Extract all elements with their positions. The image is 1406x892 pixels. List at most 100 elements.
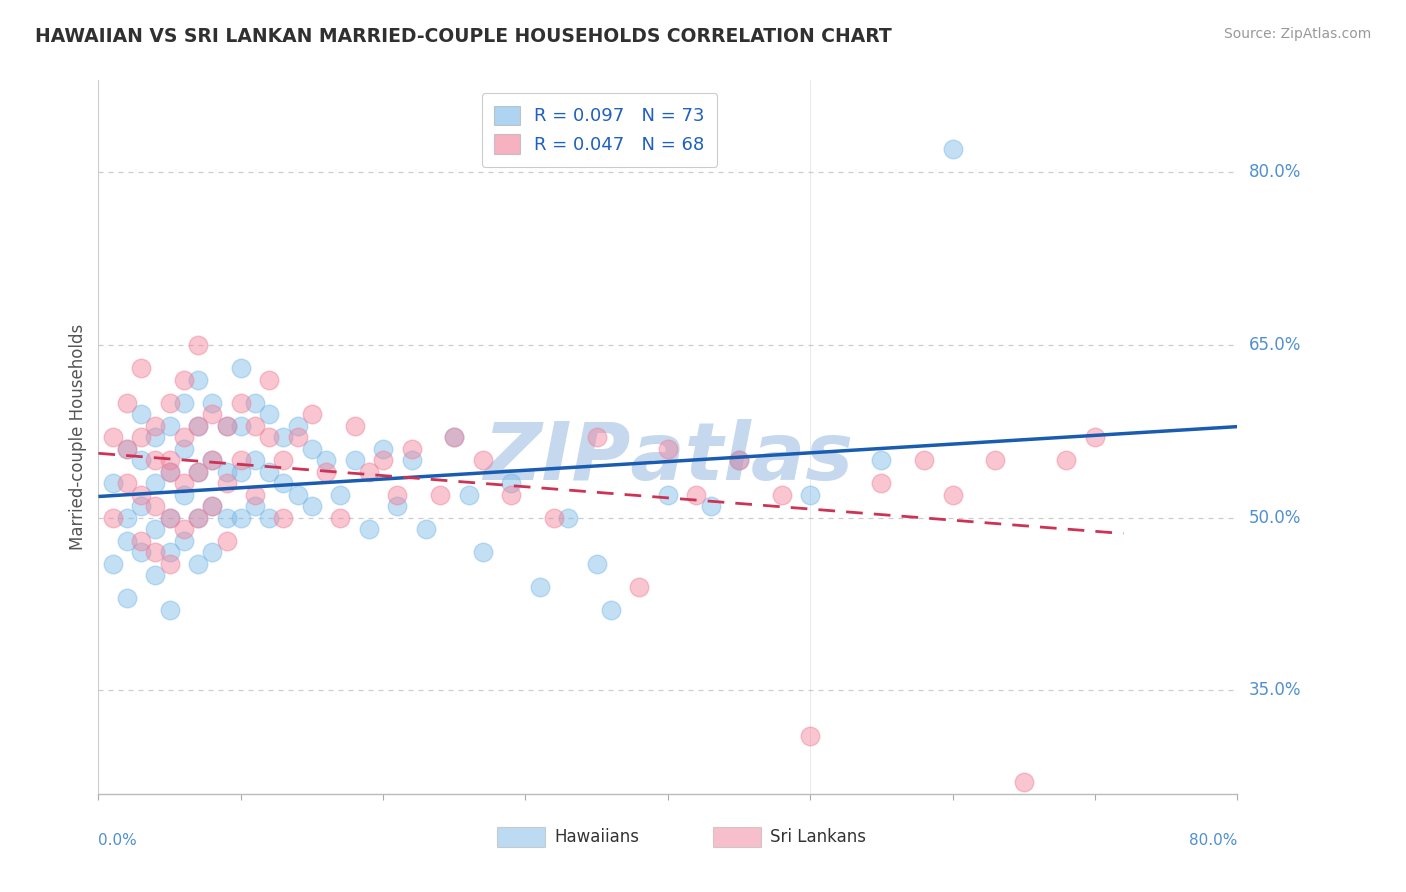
Point xyxy=(229,453,252,467)
Point xyxy=(471,545,494,559)
Point xyxy=(870,453,893,467)
FancyBboxPatch shape xyxy=(498,828,546,847)
Point xyxy=(173,442,195,456)
Point xyxy=(429,488,451,502)
Point xyxy=(401,453,423,467)
Text: ZIP​atlas: ZIP​atlas xyxy=(482,419,853,498)
Point xyxy=(301,442,323,456)
Text: 50.0%: 50.0% xyxy=(1249,508,1301,526)
Point xyxy=(129,488,152,502)
Point xyxy=(600,603,623,617)
Point xyxy=(187,465,209,479)
Point xyxy=(501,476,523,491)
Point xyxy=(301,499,323,513)
Point xyxy=(115,533,138,548)
Point xyxy=(657,488,679,502)
Point xyxy=(201,395,224,409)
Point xyxy=(173,522,195,536)
Point xyxy=(657,442,679,456)
Point xyxy=(187,510,209,524)
Point xyxy=(343,418,366,433)
Point xyxy=(415,522,437,536)
Point xyxy=(145,476,167,491)
Point xyxy=(628,580,651,594)
Point xyxy=(942,142,965,156)
Point xyxy=(329,510,352,524)
Point xyxy=(201,453,224,467)
Point xyxy=(343,453,366,467)
Point xyxy=(129,453,152,467)
Point xyxy=(543,510,565,524)
Point xyxy=(129,361,152,376)
Point xyxy=(129,533,152,548)
Point xyxy=(101,476,124,491)
Point xyxy=(115,510,138,524)
Text: Hawaiians: Hawaiians xyxy=(554,828,638,846)
Point xyxy=(1084,430,1107,444)
Point xyxy=(159,465,181,479)
Point xyxy=(201,545,224,559)
Point xyxy=(187,372,209,386)
Point xyxy=(243,395,266,409)
Point xyxy=(287,488,309,502)
Point xyxy=(201,499,224,513)
Point xyxy=(728,453,751,467)
Point xyxy=(145,453,167,467)
Point xyxy=(173,476,195,491)
Point xyxy=(159,603,181,617)
Point xyxy=(259,465,281,479)
Point xyxy=(287,430,309,444)
Point xyxy=(215,418,238,433)
Point xyxy=(529,580,551,594)
Point xyxy=(243,453,266,467)
Point xyxy=(201,453,224,467)
Point xyxy=(115,442,138,456)
Point xyxy=(159,510,181,524)
Point xyxy=(173,488,195,502)
Point xyxy=(728,453,751,467)
Point xyxy=(173,430,195,444)
Text: 65.0%: 65.0% xyxy=(1249,336,1301,354)
Point xyxy=(699,499,721,513)
Point xyxy=(187,338,209,352)
Point xyxy=(101,430,124,444)
Text: 80.0%: 80.0% xyxy=(1189,833,1237,848)
Point xyxy=(115,395,138,409)
Point xyxy=(273,476,295,491)
Point xyxy=(215,476,238,491)
Point xyxy=(229,418,252,433)
Point xyxy=(1056,453,1078,467)
Point xyxy=(187,418,209,433)
Point xyxy=(357,522,380,536)
Point xyxy=(273,453,295,467)
Text: 80.0%: 80.0% xyxy=(1249,163,1301,181)
Point xyxy=(145,568,167,582)
Point xyxy=(145,522,167,536)
Point xyxy=(187,418,209,433)
Point xyxy=(173,395,195,409)
Point xyxy=(984,453,1007,467)
Point xyxy=(457,488,479,502)
Point xyxy=(215,510,238,524)
Point xyxy=(215,533,238,548)
Point xyxy=(870,476,893,491)
Point xyxy=(770,488,793,502)
Point xyxy=(799,488,821,502)
Point xyxy=(215,465,238,479)
Point xyxy=(259,372,281,386)
Point xyxy=(585,557,607,571)
Point xyxy=(115,591,138,606)
Point xyxy=(243,418,266,433)
Legend: R = 0.097   N = 73, R = 0.047   N = 68: R = 0.097 N = 73, R = 0.047 N = 68 xyxy=(482,93,717,167)
Point xyxy=(115,476,138,491)
Point xyxy=(799,729,821,743)
Point xyxy=(173,372,195,386)
Point xyxy=(101,510,124,524)
Point xyxy=(259,430,281,444)
Point xyxy=(159,465,181,479)
Text: HAWAIIAN VS SRI LANKAN MARRIED-COUPLE HOUSEHOLDS CORRELATION CHART: HAWAIIAN VS SRI LANKAN MARRIED-COUPLE HO… xyxy=(35,27,891,45)
Point xyxy=(387,488,409,502)
Point xyxy=(401,442,423,456)
Y-axis label: Married-couple Households: Married-couple Households xyxy=(69,324,87,550)
Point xyxy=(315,465,337,479)
